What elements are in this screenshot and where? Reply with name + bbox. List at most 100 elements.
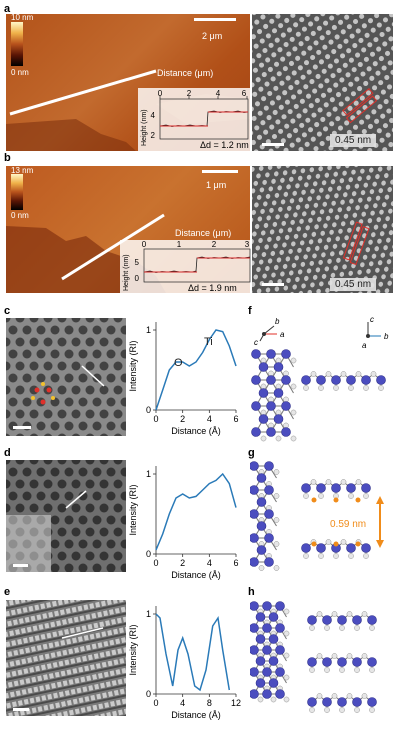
y-tick-label: 0 — [146, 549, 151, 559]
stem-image-d — [6, 460, 126, 572]
scalebar-label-b: 1 μm — [206, 180, 227, 190]
o-atom — [318, 553, 324, 559]
ti-atom — [322, 657, 332, 667]
colorbar-top-b: 13 nm — [11, 166, 34, 175]
axes-icon-right: c b a — [362, 315, 389, 350]
ti-atom — [322, 615, 332, 625]
o-atom — [290, 409, 297, 416]
o-atom — [303, 385, 309, 391]
ti-atom — [251, 401, 261, 411]
ti-atom — [250, 601, 259, 611]
ti-atom — [281, 401, 291, 411]
crystal-structure-f: b a c c b a — [251, 315, 389, 442]
o-atom — [333, 553, 339, 559]
axis-label-f-b: b — [275, 317, 280, 326]
y-axis-label: Intensity (RI) — [128, 340, 138, 391]
lattice-spacing-a: 0.45 nm — [330, 134, 377, 147]
y-tick-label: 0 — [146, 405, 151, 415]
o-atom — [257, 696, 264, 703]
o-atom — [339, 707, 345, 713]
ti-atom — [258, 362, 269, 372]
ti-atom — [367, 615, 377, 625]
ti-atom — [251, 427, 261, 437]
o-atom — [348, 385, 354, 391]
intensity-profile-c: 0 2 4 6 0 1 Distance (Å) Intensity (RI) — [128, 322, 239, 436]
profile-line-b — [61, 213, 165, 281]
stem-overlay-c — [13, 365, 105, 429]
ti-atom — [262, 667, 272, 677]
o-atom — [340, 479, 347, 485]
x-axis-label: Distance (Å) — [171, 570, 221, 580]
x-tick-label: 0 — [153, 558, 158, 568]
inset-xtick-b-0: 0 — [142, 240, 147, 249]
ti-atom — [275, 689, 285, 699]
o-atom — [363, 385, 369, 391]
ti-atom — [307, 615, 317, 625]
inset-ylabel-b: Height (nm) — [123, 254, 130, 291]
panel-label-f: f — [248, 305, 252, 317]
ti-atom — [352, 697, 362, 707]
o-atom — [348, 493, 354, 499]
o-atom — [318, 493, 324, 499]
o-atom — [316, 611, 323, 617]
ti-atom — [275, 667, 285, 677]
o-atom — [355, 371, 362, 377]
step-height-b: Δd = 1.9 nm — [188, 283, 237, 293]
ti-atom — [262, 689, 272, 699]
ti-atom — [251, 349, 261, 359]
y-axis-label: Intensity (RI) — [128, 484, 138, 535]
inset-labels-b: 0 1 2 3 0 5 Height (nm) Δd = 1.9 nm — [123, 240, 250, 293]
o-atom — [324, 625, 330, 631]
o-atom — [361, 653, 368, 659]
panel-label-b: b — [4, 152, 11, 164]
o-atom — [369, 667, 375, 673]
ti-atom — [255, 634, 266, 644]
ti-atom — [258, 414, 269, 424]
o-atom — [273, 469, 280, 475]
inset-xtick-a-0: 0 — [158, 89, 163, 98]
o-atom — [331, 611, 338, 617]
ti-atom — [268, 656, 279, 666]
ti-atom — [316, 483, 326, 493]
panel-label-a: a — [4, 3, 11, 15]
ti-atom — [346, 543, 356, 553]
ti-atom — [250, 461, 259, 471]
ti-atom — [376, 375, 386, 385]
o-atom — [309, 707, 315, 713]
y-tick-label: 1 — [146, 325, 151, 335]
o-atom — [361, 611, 368, 617]
ti-atom — [268, 612, 279, 622]
o-atom — [303, 553, 309, 559]
ti-atom — [250, 557, 259, 567]
panel-label-d: d — [4, 447, 11, 459]
inset-xtick-a-2: 4 — [216, 89, 221, 98]
o-atom — [283, 630, 290, 637]
ti-atom — [337, 615, 347, 625]
ti-atom — [331, 483, 341, 493]
ti-atom — [281, 349, 291, 359]
o-atom — [273, 565, 280, 571]
o-atom — [324, 707, 330, 713]
ti-atom — [250, 509, 259, 519]
x-tick-label: 4 — [207, 414, 212, 424]
o-atom — [290, 383, 297, 390]
ti-atom — [307, 697, 317, 707]
y-tick-label: 1 — [146, 609, 151, 619]
x-tick-label: 4 — [180, 698, 185, 708]
o-atom — [340, 371, 347, 377]
inset-ylabel-a: Height (nm) — [141, 109, 148, 146]
ti-atom — [275, 623, 285, 633]
ti-atom — [262, 601, 272, 611]
ti-atom — [275, 601, 285, 611]
axis-label-f-b2: b — [384, 332, 389, 341]
o-atom — [316, 693, 323, 699]
o-atom — [354, 707, 360, 713]
h-atom — [333, 497, 339, 503]
scalebar-label-a: 2 μm — [202, 31, 223, 41]
ti-atom — [266, 375, 276, 385]
ti-atom — [264, 461, 274, 471]
ti-atom — [281, 427, 291, 437]
o-atom — [290, 435, 297, 442]
unit-cell-marker-a — [262, 88, 378, 146]
peak-label-o: O — [174, 357, 183, 369]
